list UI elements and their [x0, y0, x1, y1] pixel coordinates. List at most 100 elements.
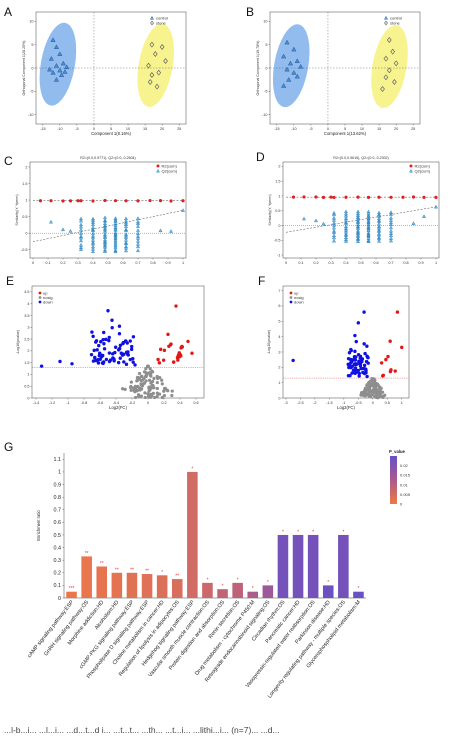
opls-xtick-label: 5 — [110, 127, 112, 131]
down-point — [131, 335, 136, 339]
control-point — [50, 37, 56, 43]
panel-letter-g: G — [4, 440, 13, 454]
significance-stars: * — [342, 529, 344, 535]
opls-xtick-label: -10 — [291, 127, 297, 131]
r2-point — [91, 199, 95, 203]
perm-xtick-label: 0.8 — [150, 261, 155, 265]
nosig-point — [374, 382, 378, 386]
nosig-point — [149, 374, 153, 378]
perm-xtick-label: 1 — [435, 261, 437, 265]
stone-point — [383, 55, 389, 62]
down-point — [357, 359, 361, 364]
control-point — [53, 76, 60, 82]
down-point — [352, 356, 356, 361]
control-point — [64, 64, 70, 70]
significance-stars: * — [237, 577, 239, 583]
opls-ytick-label: -5 — [264, 90, 267, 94]
nosig-point — [146, 392, 150, 396]
q2-regression-line — [285, 206, 437, 233]
up-point — [156, 357, 160, 362]
permutation-plot-c: R2=(0.0,0.9771), Q2=(0.0,-0.2604) 0 0.1 0.2… — [15, 156, 187, 265]
down-point — [353, 333, 357, 338]
volcano-xtick-label: 0 — [147, 401, 149, 405]
opls-xtick-label: 25 — [411, 127, 415, 131]
control-point — [281, 83, 287, 88]
up-point — [157, 361, 162, 365]
q2-point — [102, 249, 108, 253]
r2-point — [38, 199, 43, 203]
opls-xtick-label: -15 — [40, 127, 46, 131]
colorbar-tick-label: 0.015 — [400, 473, 411, 478]
down-point — [128, 357, 132, 362]
down-point — [106, 309, 110, 313]
down-point — [362, 310, 366, 314]
stone-point — [380, 86, 385, 92]
down-point — [70, 362, 74, 366]
up-point — [171, 360, 176, 364]
down-point — [357, 374, 361, 378]
volcano-xtick-label: 0.6 — [193, 401, 198, 405]
bar-ytick-label: 0.4 — [54, 545, 62, 551]
significance-stars: ** — [145, 569, 149, 575]
legend-nosig-label: nosig — [294, 295, 304, 300]
nosig-point — [363, 388, 367, 392]
control-point — [281, 53, 287, 59]
down-point — [291, 358, 295, 363]
opls-ytick-label: -5 — [30, 90, 33, 94]
down-point — [354, 362, 359, 366]
x-axis-title: Log2(FC) — [337, 405, 355, 410]
r2-point — [49, 199, 53, 203]
enrichment-bar — [338, 534, 349, 598]
down-point — [357, 371, 361, 376]
nosig-point — [137, 371, 142, 376]
nosig-point — [120, 387, 125, 391]
perm-ytick-label: -0.5 — [274, 239, 281, 243]
significance-stars: * — [312, 529, 314, 535]
nosig-point — [160, 395, 164, 400]
up-point — [177, 351, 181, 355]
significance-stars: *** — [69, 586, 75, 592]
perm-xtick-label: 0.7 — [388, 261, 393, 265]
enrichment-bar — [247, 591, 259, 598]
nosig-point — [150, 383, 154, 387]
up-point — [186, 339, 190, 344]
down-point — [359, 366, 363, 371]
volcano-xtick-label: -1.4 — [33, 401, 40, 405]
pvalue-colorbar — [390, 456, 397, 504]
down-point — [350, 364, 355, 368]
perm-ytick-label: 1 — [278, 194, 280, 198]
opls-da-plot-b: -15 -10 -5 0 5 10 15 20 25 10 5 0 -5 -10 Component 1(1… — [256, 11, 421, 136]
legend-control-marker — [149, 15, 155, 20]
panel-letter-b: B — [246, 5, 254, 19]
panel-letter-c: C — [4, 154, 13, 168]
control-point — [294, 73, 300, 79]
up-point — [388, 339, 392, 343]
up-point — [386, 354, 390, 359]
opls-xtick-label: 5 — [344, 127, 346, 131]
volcano-ytick-label: 0.5 — [24, 385, 29, 389]
nosig-point — [129, 380, 133, 384]
down-point — [356, 368, 360, 373]
volcano-ytick-label: 4.5 — [24, 290, 29, 294]
nosig-point — [129, 384, 133, 389]
stone-point — [149, 72, 155, 78]
nosig-point — [379, 393, 383, 397]
opls-xtick-label: 0 — [93, 127, 95, 131]
perm-xtick-label: 1 — [182, 261, 184, 265]
volcano-ytick-label: 5 — [278, 320, 280, 324]
control-point — [284, 39, 290, 45]
q2-point — [135, 248, 141, 253]
q2-point — [48, 219, 54, 224]
down-point — [108, 358, 113, 362]
legend-control-label: control — [390, 15, 402, 20]
legend-down-label: down — [294, 299, 304, 304]
nosig-point — [162, 389, 166, 393]
down-point — [363, 351, 367, 356]
down-point — [97, 343, 101, 348]
significance-stars: ** — [175, 574, 179, 580]
control-point — [48, 55, 54, 61]
volcano-xtick-label: -1.5 — [326, 401, 333, 405]
r2-point — [332, 195, 336, 200]
q2-point — [411, 221, 416, 225]
down-point — [364, 367, 368, 371]
